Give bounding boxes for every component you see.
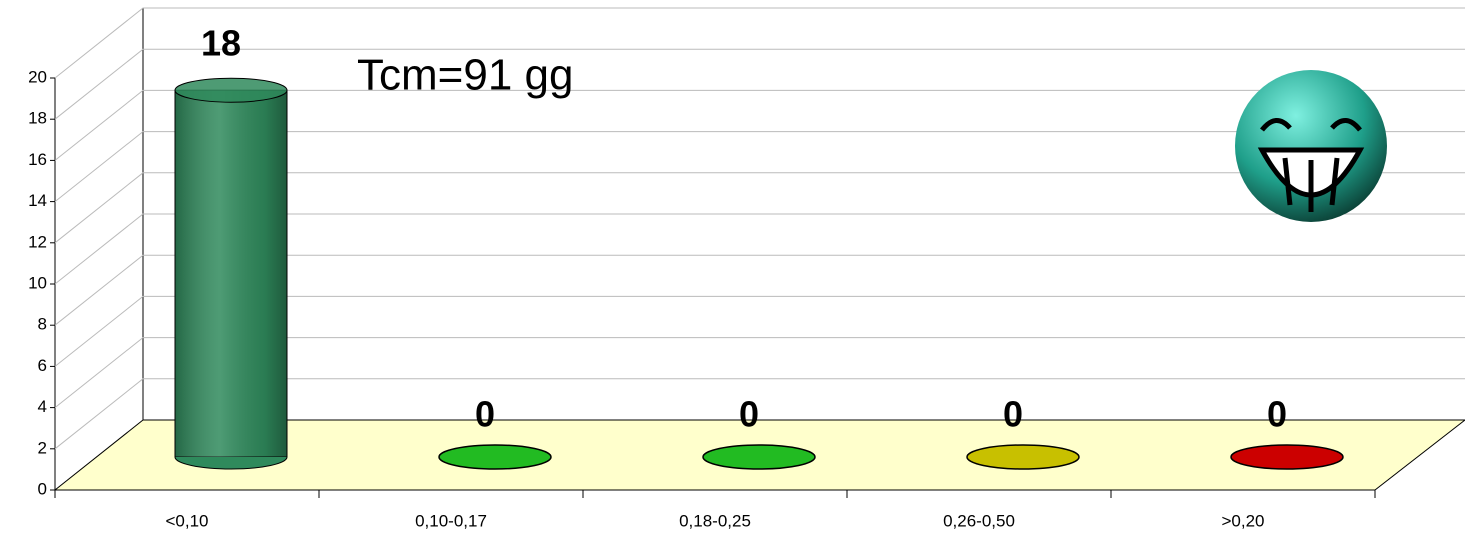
value-label: 0	[1267, 394, 1287, 435]
value-label: 0	[475, 394, 495, 435]
y-tick-label: 0	[38, 479, 47, 498]
y-tick-label: 4	[38, 397, 47, 416]
grid-line	[54, 337, 1465, 408]
y-tick-label: 16	[28, 150, 47, 169]
grid-line	[54, 172, 1465, 244]
bar	[966, 444, 1080, 470]
grid-line	[54, 378, 1465, 450]
y-tick-label: 2	[38, 438, 47, 457]
y-tick-label: 10	[28, 273, 47, 292]
grid-line	[54, 89, 1465, 161]
bar-top	[174, 77, 288, 103]
grid-line	[54, 7, 1465, 79]
value-label: 0	[1003, 394, 1023, 435]
y-tick-label: 14	[28, 191, 47, 210]
value-label: 18	[201, 23, 241, 64]
bar	[1230, 444, 1344, 470]
y-tick-label: 20	[28, 67, 47, 86]
x-tick-label: >0,20	[1221, 511, 1264, 530]
y-tick-label: 6	[38, 356, 47, 375]
bar	[702, 444, 816, 470]
grid-line	[54, 48, 1465, 120]
y-tick-label: 12	[28, 232, 47, 251]
value-label: 0	[739, 394, 759, 435]
bar	[438, 444, 552, 470]
y-tick-label: 18	[28, 109, 47, 128]
smiley-icon	[1235, 70, 1387, 222]
annotation: Tcm=91 gg	[357, 51, 573, 100]
x-tick-label: <0,10	[165, 511, 208, 530]
bar-bottom	[174, 456, 288, 470]
grid-line	[54, 213, 1465, 285]
x-tick-label: 0,26-0,50	[943, 511, 1015, 530]
grid-line	[54, 295, 1465, 367]
grid-line	[54, 254, 1465, 326]
grid-line	[54, 131, 1465, 202]
bar-shade	[175, 90, 287, 457]
y-tick-label: 8	[38, 315, 47, 334]
x-tick-label: 0,10-0,17	[415, 511, 487, 530]
x-tick-label: 0,18-0,25	[679, 511, 751, 530]
